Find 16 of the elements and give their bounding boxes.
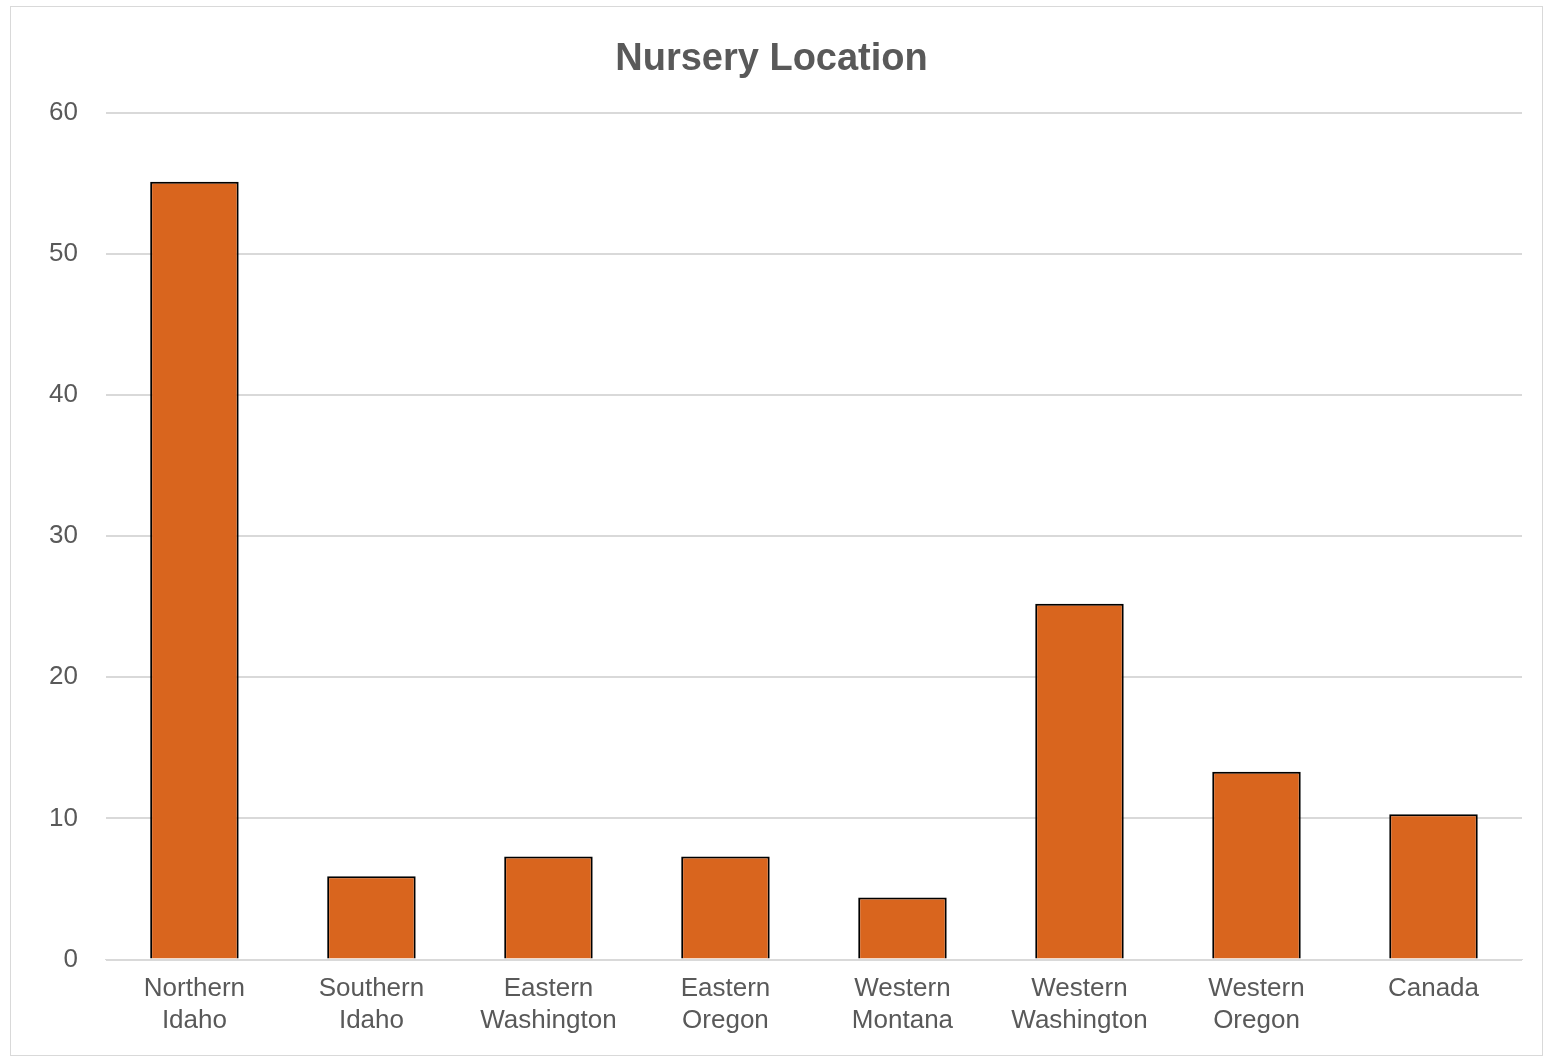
- x-tick-label: Western Montana: [851, 972, 954, 1034]
- y-tick-label: 20: [49, 660, 78, 691]
- y-tick-label: 40: [49, 378, 78, 409]
- y-tick-label: 0: [63, 942, 78, 973]
- y-tick-label: 10: [49, 801, 78, 832]
- chart-title: Nursery Location: [615, 36, 928, 79]
- y-tick-label: 30: [49, 519, 78, 550]
- x-tick-label: Eastern Oregon: [680, 972, 771, 1034]
- y-tick-label: 50: [49, 236, 78, 267]
- x-tick-label: Eastern Washington: [480, 972, 617, 1034]
- x-tick-label: Western Washington: [1011, 972, 1148, 1034]
- x-tick-label: Northern Idaho: [143, 972, 245, 1034]
- x-tick-label: Canada: [1387, 972, 1480, 1003]
- y-tick-label: 60: [49, 95, 78, 126]
- x-tick-label: Southern Idaho: [318, 972, 425, 1034]
- x-tick-label: Western Oregon: [1208, 972, 1305, 1034]
